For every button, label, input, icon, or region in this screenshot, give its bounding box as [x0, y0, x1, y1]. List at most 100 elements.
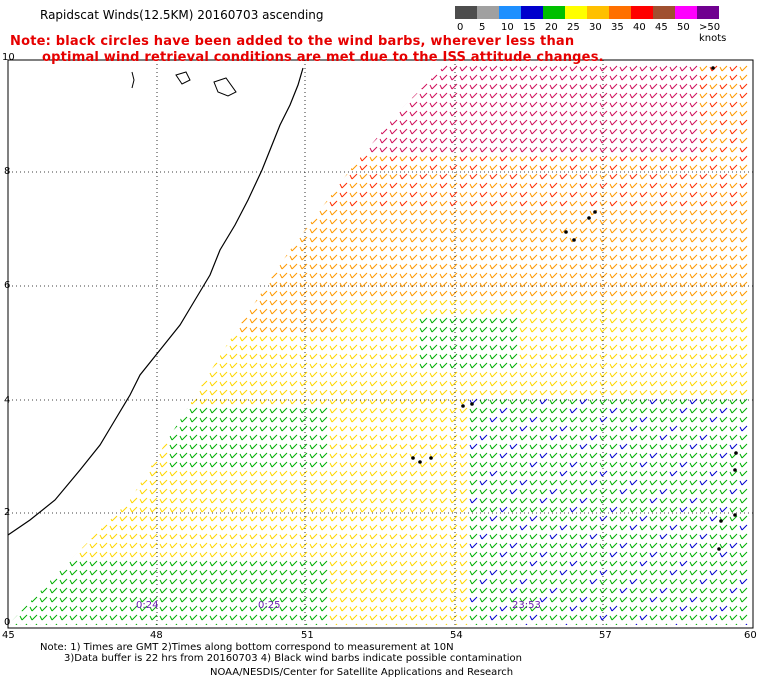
wind-barb — [19, 434, 28, 441]
wind-barb — [19, 398, 28, 405]
wind-barb — [379, 209, 388, 216]
wind-barb — [609, 281, 618, 288]
wind-barb — [509, 236, 518, 243]
wind-barb — [689, 83, 698, 90]
wind-barb — [589, 452, 598, 459]
wind-barb — [209, 479, 218, 486]
wind-barb — [669, 128, 678, 135]
wind-barb — [149, 479, 158, 486]
wind-barb — [289, 515, 298, 522]
wind-barb — [729, 353, 738, 360]
wind-barb — [89, 218, 98, 225]
wind-barb — [559, 101, 568, 108]
wind-barb — [679, 578, 688, 585]
wind-barb — [219, 371, 228, 378]
wind-barb — [679, 605, 688, 612]
wind-barb — [629, 515, 638, 522]
wind-barb — [399, 533, 408, 540]
wind-barb — [629, 65, 638, 72]
wind-barb — [679, 614, 688, 621]
wind-barb — [109, 245, 118, 252]
wind-barb — [259, 416, 268, 423]
wind-barb — [189, 236, 198, 243]
wind-barb — [279, 236, 288, 243]
wind-barb — [139, 146, 148, 153]
wind-barb — [389, 488, 398, 495]
wind-barb — [729, 524, 738, 531]
wind-barb — [429, 443, 438, 450]
wind-barb — [259, 344, 268, 351]
wind-barb — [29, 65, 38, 72]
wind-barb — [269, 479, 278, 486]
wind-barb — [9, 596, 18, 603]
wind-barb — [109, 371, 118, 378]
wind-barb — [359, 596, 368, 603]
wind-barb — [229, 164, 238, 171]
wind-barb — [19, 605, 28, 612]
wind-barb — [409, 578, 418, 585]
wind-barb — [319, 425, 328, 432]
wind-barb — [459, 200, 468, 207]
wind-barb — [109, 173, 118, 180]
wind-barb — [19, 551, 28, 558]
wind-barb — [489, 389, 498, 396]
wind-barb — [459, 128, 468, 135]
wind-barb — [79, 101, 88, 108]
wind-barb — [99, 524, 108, 531]
wind-barb — [19, 389, 28, 396]
wind-barb — [209, 65, 218, 72]
wind-barb — [69, 65, 78, 72]
wind-barb — [179, 83, 188, 90]
wind-barb — [679, 425, 688, 432]
wind-barb — [179, 326, 188, 333]
wind-barb — [69, 263, 78, 270]
colorbar-swatch — [499, 6, 521, 19]
wind-barb — [229, 155, 238, 162]
wind-barb — [259, 128, 268, 135]
wind-barb — [169, 254, 178, 261]
wind-barb — [269, 173, 278, 180]
wind-barb — [359, 398, 368, 405]
wind-barb — [49, 263, 58, 270]
wind-barb — [579, 380, 588, 387]
wind-barb — [359, 173, 368, 180]
wind-barb — [79, 353, 88, 360]
wind-barb — [189, 425, 198, 432]
wind-barb — [79, 110, 88, 117]
wind-barb — [329, 290, 338, 297]
wind-barb — [19, 128, 28, 135]
wind-barb — [499, 308, 508, 315]
wind-barb — [709, 479, 718, 486]
wind-barb — [439, 542, 448, 549]
wind-barb — [189, 290, 198, 297]
wind-barb — [399, 587, 408, 594]
wind-barb — [419, 614, 428, 621]
wind-barb — [29, 191, 38, 198]
wind-barb — [549, 506, 558, 513]
wind-barb — [619, 596, 628, 603]
wind-barb — [199, 587, 208, 594]
wind-barb — [169, 191, 178, 198]
wind-barb — [99, 623, 108, 625]
wind-barb — [379, 74, 388, 81]
wind-barb — [389, 182, 398, 189]
wind-barb — [649, 254, 658, 261]
wind-barb — [169, 488, 178, 495]
wind-barb — [209, 434, 218, 441]
wind-barb — [49, 560, 58, 567]
wind-barb — [369, 452, 378, 459]
wind-barb — [39, 479, 48, 486]
wind-barb — [469, 362, 478, 369]
wind-barb — [289, 182, 298, 189]
wind-barb — [739, 128, 748, 135]
wind-barb — [499, 326, 508, 333]
wind-barb — [89, 83, 98, 90]
wind-barb — [589, 398, 598, 405]
wind-barb — [549, 497, 558, 504]
wind-barb — [39, 281, 48, 288]
wind-barb — [589, 434, 598, 441]
wind-barb — [669, 317, 678, 324]
wind-barb — [169, 218, 178, 225]
wind-barb — [739, 461, 748, 468]
wind-barb — [569, 461, 578, 468]
